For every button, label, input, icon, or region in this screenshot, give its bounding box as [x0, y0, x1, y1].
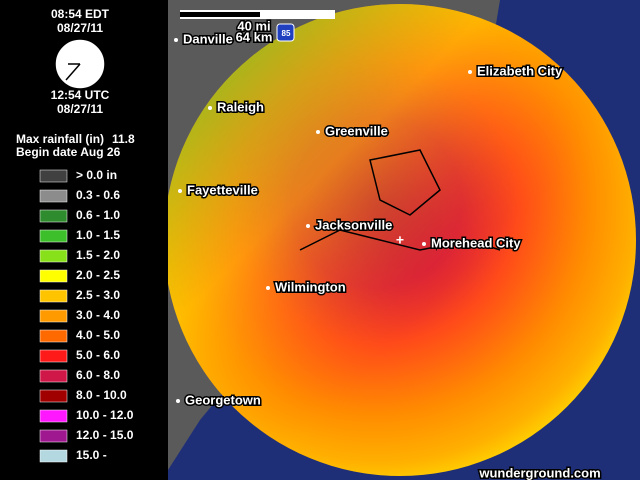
city-dot — [422, 242, 426, 246]
legend-label: 2.0 - 2.5 — [76, 268, 120, 282]
legend: > 0.0 in 0.3 - 0.6 0.6 - 1.0 1.0 - 1.5 1.5 -… — [39, 168, 134, 463]
legend-swatch — [39, 229, 68, 243]
city-label: Jacksonville — [315, 217, 392, 232]
city-label: Wilmington — [275, 279, 346, 294]
legend-swatch — [39, 429, 68, 443]
legend-label: > 0.0 in — [76, 168, 117, 182]
legend-swatch — [39, 449, 68, 463]
legend-label: 6.0 - 8.0 — [76, 368, 120, 382]
legend-label: 3.0 - 4.0 — [76, 308, 120, 322]
city-dot — [266, 286, 270, 290]
city-label: Greenville — [325, 123, 388, 138]
legend-label: 0.3 - 0.6 — [76, 188, 120, 202]
begin-date: Begin date Aug 26 — [16, 145, 121, 159]
legend-label: 8.0 - 10.0 — [76, 388, 127, 402]
legend-swatch — [39, 289, 68, 303]
cities: Danville Raleigh Greenville Elizabeth City F… — [174, 30, 565, 409]
legend-swatch — [39, 329, 68, 343]
map: + — [168, 0, 640, 480]
local-date: 08/27/11 — [57, 21, 103, 35]
legend-swatch — [39, 389, 68, 403]
legend-swatch — [39, 349, 68, 363]
legend-label: 1.5 - 2.0 — [76, 248, 120, 262]
city-label: Elizabeth City — [477, 63, 563, 78]
legend-label: 12.0 - 15.0 — [76, 428, 134, 442]
local-time: 08:54 EDT — [51, 7, 110, 21]
city-dot — [178, 189, 182, 193]
legend-label: 4.0 - 5.0 — [76, 328, 120, 342]
scale-miles: 40 mi — [237, 18, 270, 33]
interstate-shield — [276, 23, 295, 42]
legend-swatch — [39, 189, 68, 203]
legend-label: 10.0 - 12.0 — [76, 408, 134, 422]
city-dot — [468, 70, 472, 74]
radar-site: + — [396, 232, 404, 248]
utc-time: 12:54 UTC — [51, 88, 110, 102]
city-label: Fayetteville — [187, 182, 258, 197]
scale-bar-segment — [180, 12, 260, 17]
city-label: Danville — [183, 31, 233, 46]
city-label: Georgetown — [185, 392, 261, 407]
legend-swatch — [39, 369, 68, 383]
city-dot — [176, 399, 180, 403]
legend-swatch — [39, 169, 68, 183]
utc-date: 08/27/11 — [57, 102, 103, 116]
city-label: Morehead City — [431, 235, 521, 250]
legend-swatch — [39, 409, 68, 423]
city-dot — [316, 130, 320, 134]
city-dot — [208, 106, 212, 110]
scale-km: 64 km — [236, 29, 273, 44]
legend-label: 2.5 - 3.0 — [76, 288, 120, 302]
city-dot — [306, 224, 310, 228]
legend-label: 15.0 - — [76, 448, 107, 462]
max-rainfall-value: 11.8 — [112, 132, 135, 146]
legend-swatch — [39, 209, 68, 223]
footer: wunderground.com — [478, 465, 600, 480]
max-rainfall-label: Max rainfall (in) — [16, 132, 104, 146]
legend-label: 5.0 - 6.0 — [76, 348, 120, 362]
legend-swatch — [39, 269, 68, 283]
coastline — [299, 229, 501, 251]
city-dot — [174, 38, 178, 42]
sound — [369, 149, 441, 216]
legend-swatch — [39, 249, 68, 263]
legend-label: 0.6 - 1.0 — [76, 208, 120, 222]
legend-label: 1.0 - 1.5 — [76, 228, 120, 242]
interstate-label: 85 — [282, 29, 291, 38]
clock-hand-minute — [65, 63, 81, 81]
rainfall-coverage-light — [168, 4, 636, 476]
city-label: Raleigh — [217, 99, 264, 114]
legend-swatch — [39, 309, 68, 323]
